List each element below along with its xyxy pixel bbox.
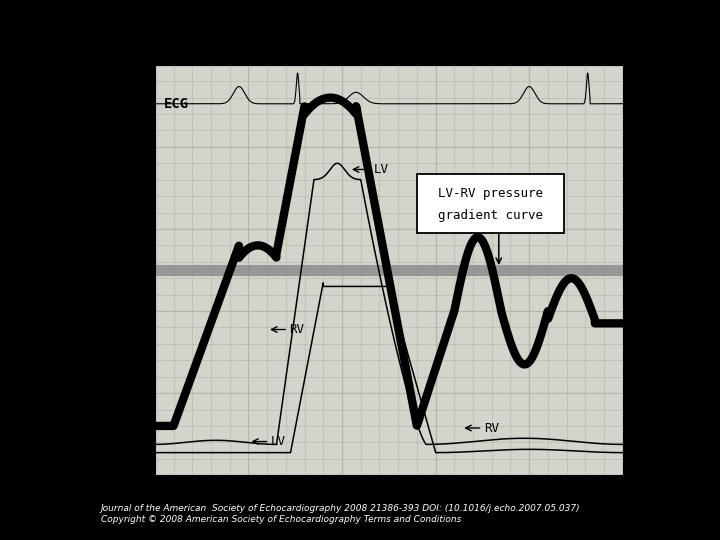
Text: Journal of the American  Society of Echocardiography 2008 21386-393 DOI: (10.101: Journal of the American Society of Echoc… [101, 504, 580, 513]
FancyBboxPatch shape [417, 173, 564, 233]
Text: Copyright © 2008 American Society of Echocardiography Terms and Conditions: Copyright © 2008 American Society of Ech… [101, 515, 462, 524]
Text: LV-RV pressure: LV-RV pressure [438, 187, 543, 200]
Text: RV: RV [484, 422, 499, 435]
Text: ECG: ECG [164, 97, 189, 111]
Text: LV: LV [374, 163, 389, 176]
Text: Figure 4: Figure 4 [329, 28, 391, 43]
Text: RV: RV [289, 323, 305, 336]
Text: gradient curve: gradient curve [438, 209, 543, 222]
Text: LV: LV [271, 435, 286, 448]
